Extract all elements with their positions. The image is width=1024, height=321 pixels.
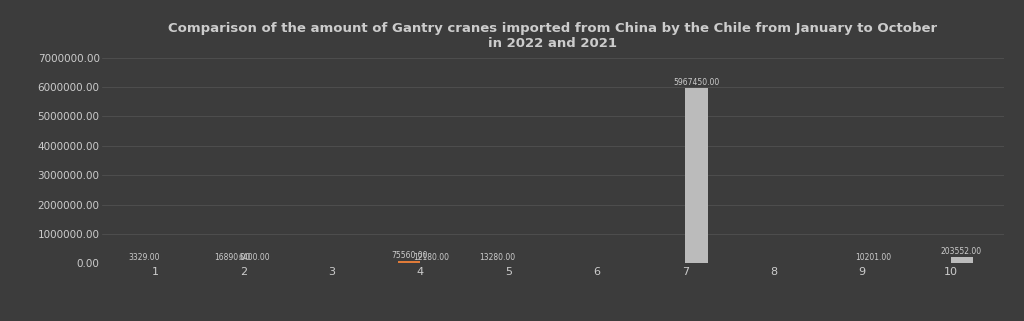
Text: 13280.00: 13280.00 bbox=[479, 253, 516, 262]
Text: 12180.00: 12180.00 bbox=[414, 253, 450, 262]
Title: Comparison of the amount of Gantry cranes imported from China by the Chile from : Comparison of the amount of Gantry crane… bbox=[168, 22, 938, 50]
Text: 3329.00: 3329.00 bbox=[129, 253, 160, 262]
Text: 10201.00: 10201.00 bbox=[855, 253, 891, 262]
Text: 75560.00: 75560.00 bbox=[391, 251, 428, 260]
Text: 6400.00: 6400.00 bbox=[239, 253, 270, 262]
Text: 203552.00: 203552.00 bbox=[941, 247, 982, 256]
Bar bbox=[950, 257, 973, 263]
Bar bbox=[398, 261, 421, 263]
Text: 16890.00: 16890.00 bbox=[215, 253, 251, 262]
Text: 5967450.00: 5967450.00 bbox=[674, 78, 720, 87]
Bar bbox=[685, 88, 708, 263]
